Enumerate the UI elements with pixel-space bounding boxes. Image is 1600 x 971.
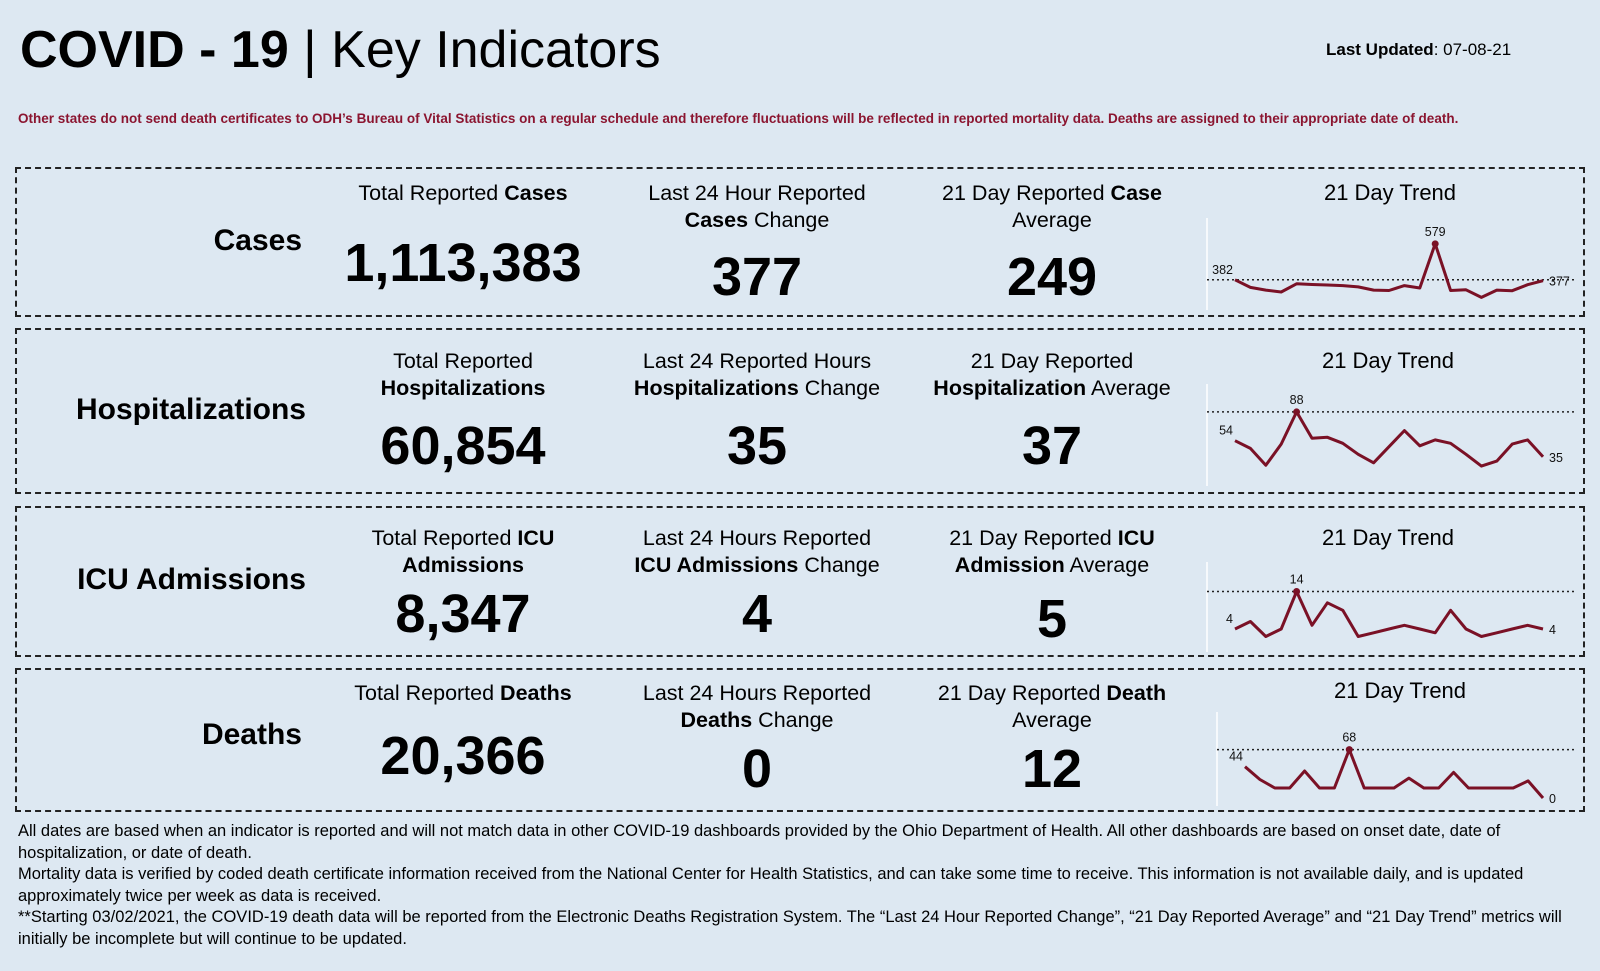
trend-title: 21 Day Trend xyxy=(1333,678,1467,703)
trend-first-label: 4 xyxy=(1226,612,1233,626)
row-label-deaths: Deaths xyxy=(201,718,302,751)
metric-value: 1,113,383 xyxy=(344,233,582,293)
trend-peak-label: 14 xyxy=(1290,573,1304,587)
footer-note: **Starting 03/02/2021, the COVID-19 deat… xyxy=(18,908,1562,948)
trend-peak-point xyxy=(1431,240,1439,248)
trend-line xyxy=(1234,590,1544,638)
trend-title: 21 Day Trend xyxy=(1321,348,1455,373)
metric-label: 21 Day Reported Case Average xyxy=(942,181,1162,232)
metric-value: 5 xyxy=(1036,589,1068,649)
metric-value: 4 xyxy=(741,584,773,644)
footer-notes: All dates are based when an indicator is… xyxy=(18,821,1586,950)
metric-value: 8,347 xyxy=(395,584,531,644)
metric-value: 37 xyxy=(1021,416,1083,476)
trend-line xyxy=(1244,748,1545,799)
trend-first-label: 382 xyxy=(1212,263,1233,277)
panel-hospitalizations xyxy=(15,328,1585,494)
trend-title: 21 Day Trend xyxy=(1323,180,1457,205)
metric-value: 35 xyxy=(726,416,788,476)
title-separator: | xyxy=(288,21,332,79)
header: COVID - 19 | Key Indicators xyxy=(20,22,661,78)
footer-note: All dates are based when an indicator is… xyxy=(18,822,1501,862)
metric-value: 12 xyxy=(1021,739,1083,799)
trend-peak-label: 579 xyxy=(1425,225,1446,239)
trend-sparkline-cases: 382 579 377 xyxy=(1206,218,1577,310)
metric-value: 249 xyxy=(1006,247,1098,307)
trend-peak-point xyxy=(1345,746,1353,754)
metric-label: Total Reported Hospitalizations xyxy=(380,349,546,400)
trend-line xyxy=(1234,410,1545,468)
trend-line xyxy=(1234,242,1544,299)
metric-label: Last 24 Reported Hours Hospitalizations C… xyxy=(633,349,881,400)
panel-cases xyxy=(15,167,1585,317)
metric-value: 0 xyxy=(741,739,773,799)
trend-title: 21 Day Trend xyxy=(1321,525,1455,550)
row-label-hospitalizations: Hospitalizations xyxy=(75,393,306,426)
row-label-cases: Cases xyxy=(213,224,302,257)
trend-peak-label: 88 xyxy=(1290,393,1304,407)
panel-icu xyxy=(15,506,1585,657)
trend-peak-point xyxy=(1293,408,1301,416)
metric-label: Last 24 Hour Reported Cases Change xyxy=(648,181,866,232)
trend-first-label: 54 xyxy=(1219,424,1233,438)
trend-last-label: 377 xyxy=(1549,275,1570,289)
trend-sparkline-deaths: 44 68 0 xyxy=(1216,712,1577,806)
trend-sparkline-icu: 4 14 4 xyxy=(1206,562,1577,652)
mortality-notice: Other states do not send death certifica… xyxy=(18,111,1459,126)
page-title: COVID - 19 | Key Indicators xyxy=(20,22,661,78)
trend-first-label: 44 xyxy=(1229,750,1243,764)
metric-label: Total Reported Deaths xyxy=(354,681,572,705)
trend-last-label: 0 xyxy=(1549,792,1556,806)
metric-value: 60,854 xyxy=(380,416,546,476)
metric-value: 20,366 xyxy=(380,726,546,786)
last-updated-value: : 07-08-21 xyxy=(1433,40,1512,59)
title-bold: COVID - 19 xyxy=(20,21,289,79)
metric-label: Total Reported ICU Admissions xyxy=(371,526,555,577)
metric-label: Total Reported Cases xyxy=(358,181,568,205)
trend-last-label: 35 xyxy=(1549,451,1563,465)
metric-label: Last 24 Hours Reported Deaths Change xyxy=(642,681,872,732)
metric-label: Last 24 Hours Reported ICU Admissions Cha… xyxy=(634,526,880,577)
last-updated-label: Last Updated xyxy=(1326,40,1434,59)
panel-deaths xyxy=(15,668,1585,812)
trend-peak-point xyxy=(1293,588,1301,595)
trend-last-label: 4 xyxy=(1549,623,1556,637)
row-label-icu: ICU Admissions xyxy=(77,563,306,596)
trend-sparkline-hospitalizations: 54 88 35 xyxy=(1206,384,1577,486)
trend-peak-label: 68 xyxy=(1342,731,1356,745)
metric-label: 21 Day Reported ICU Admission Average xyxy=(949,526,1155,577)
metric-label: 21 Day Reported Death Average xyxy=(937,681,1167,732)
metric-value: 377 xyxy=(711,247,803,307)
last-updated: Last Updated: 07-08-21 xyxy=(1326,40,1511,60)
footer-note: Mortality data is verified by coded deat… xyxy=(18,865,1524,905)
title-rest: Key Indicators xyxy=(331,21,661,79)
metric-label: 21 Day Reported Hospitalization Average xyxy=(933,349,1171,400)
